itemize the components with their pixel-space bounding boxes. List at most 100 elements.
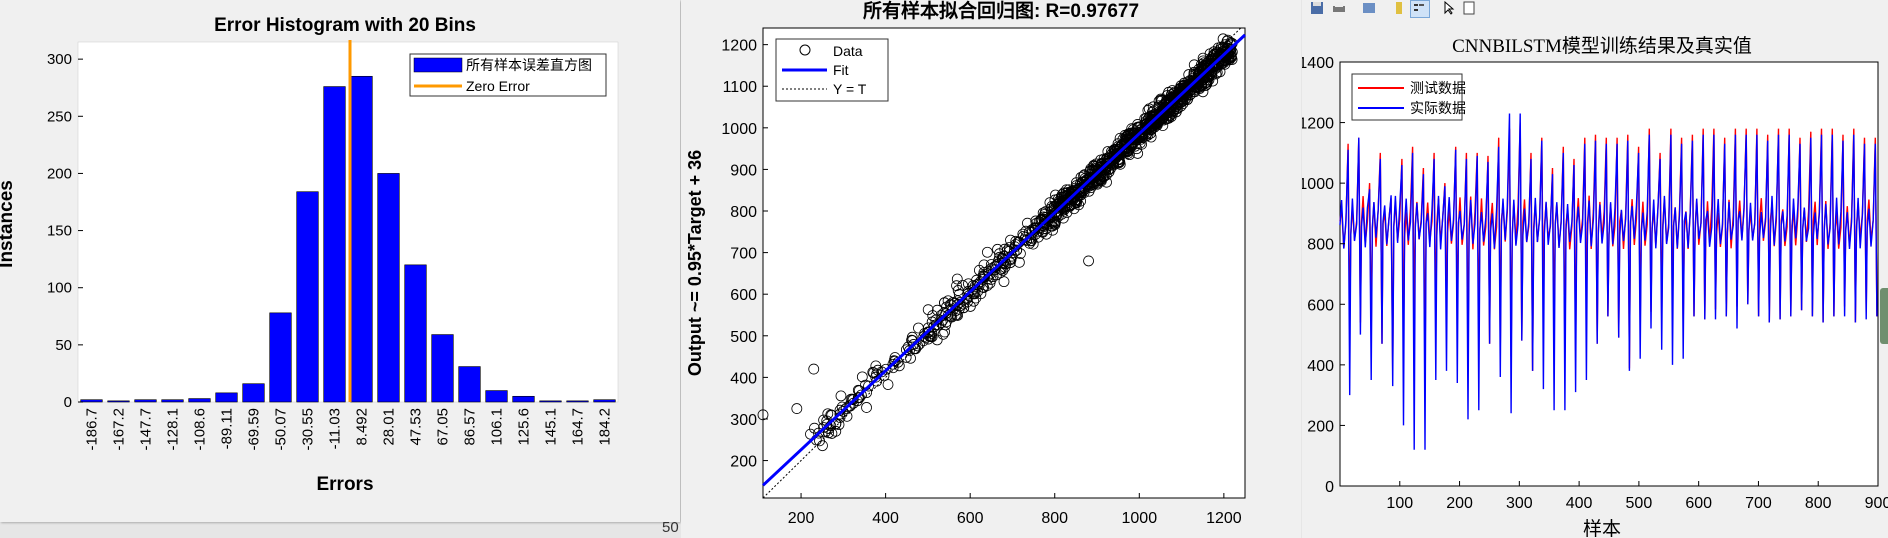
legend-test-label: 测试数据 [1410, 81, 1466, 97]
data-point [951, 280, 962, 292]
regression-y-tick: 1000 [721, 121, 757, 138]
link-icon[interactable] [1360, 0, 1380, 18]
histogram-bar [566, 400, 589, 403]
insert-legend-icon[interactable] [1460, 0, 1480, 18]
timeseries-y-tick: 400 [1307, 358, 1334, 375]
timeseries-x-tick: 300 [1506, 495, 1533, 512]
data-point [1030, 215, 1042, 227]
timeseries-window: CNNBILSTM模型训练结果及真实值 0 200 400 600 800 1000 120… [1302, 0, 1888, 538]
data-point [871, 375, 883, 387]
data-point [1089, 169, 1101, 181]
timeseries-y-tick: 1200 [1302, 116, 1334, 133]
regression-y-tick: 500 [730, 329, 757, 346]
histogram-bar [107, 400, 130, 403]
data-point [1220, 54, 1232, 66]
legend-data-marker [799, 44, 811, 56]
fit-line [761, 33, 1247, 487]
timeseries-x-tick: 900 [1865, 495, 1888, 512]
data-point [856, 371, 868, 383]
histogram-x-tick: -167.2 [111, 408, 128, 451]
histogram-x-tick: 106.1 [489, 408, 506, 446]
timeseries-legend: 测试数据 实际数据 [1351, 73, 1466, 121]
regression-y-tick: 200 [730, 454, 757, 471]
histogram-bar [377, 173, 400, 403]
data-point [880, 363, 892, 375]
regression-chart: 所有样本拟合回归图: R=0.97677 200 300 400 500 600 700 8… [685, 0, 1247, 527]
data-point [957, 279, 969, 291]
data-point [900, 344, 912, 356]
data-point [953, 303, 965, 315]
data-point [834, 408, 846, 420]
histogram-bar [134, 399, 157, 403]
histogram-x-tick: -128.1 [165, 408, 182, 451]
pointer-icon[interactable] [1440, 0, 1460, 18]
histogram-x-tick: 28.01 [381, 408, 398, 446]
colorbar-icon[interactable] [1390, 0, 1410, 18]
data-point [1201, 76, 1213, 88]
data-point [928, 321, 940, 333]
histogram-y-label: Instances [0, 180, 17, 268]
timeseries-y-tick: 600 [1307, 297, 1334, 314]
histogram-x-tick: 8.492 [354, 408, 371, 446]
data-point [808, 363, 820, 375]
histogram-bar [593, 399, 616, 403]
regression-y-tick: 600 [730, 287, 757, 304]
histogram-bar [188, 398, 211, 403]
data-point [1203, 63, 1214, 75]
histogram-x-tick: -30.55 [300, 408, 317, 451]
data-point [1008, 247, 1020, 258]
histogram-x-tick: -11.03 [327, 408, 344, 449]
histogram-title: Error Histogram with 20 Bins [214, 15, 476, 36]
print-icon[interactable] [1330, 0, 1350, 18]
histogram-bar [485, 390, 508, 403]
histogram-x-tick: -147.7 [138, 408, 155, 451]
data-point [1083, 255, 1094, 267]
data-point [1153, 95, 1165, 107]
save-icon[interactable] [1308, 0, 1328, 18]
legend-fit-label: Fit [833, 62, 849, 78]
timeseries-x-tick: 100 [1386, 495, 1413, 512]
histogram-chart: Error Histogram with 20 Bins 0 50 100 150 20… [0, 15, 619, 495]
data-point [1147, 105, 1159, 117]
histogram-bar [296, 191, 319, 403]
histogram-x-tick: 184.2 [597, 408, 614, 446]
data-point [867, 366, 879, 378]
histogram-x-label: Errors [316, 474, 373, 495]
data-point [791, 403, 803, 414]
scrollbar-thumb[interactable] [1880, 288, 1888, 344]
data-point [951, 273, 963, 285]
legend-icon[interactable] [1410, 0, 1430, 18]
data-point [1053, 201, 1065, 213]
data-point [1049, 207, 1061, 219]
legend-bar-swatch [413, 57, 463, 73]
histogram-y-tick: 300 [47, 51, 72, 68]
timeseries-x-tick: 600 [1685, 495, 1712, 512]
data-point [1196, 80, 1208, 92]
data-point [990, 261, 1002, 273]
histogram-bar [404, 264, 427, 403]
timeseries-y-tick: 800 [1307, 237, 1334, 254]
data-point [1195, 70, 1207, 81]
histogram-y-tick: 250 [47, 108, 72, 125]
legend-zero-label: Zero Error [466, 78, 530, 94]
histogram-bar [80, 399, 103, 403]
regression-y-tick: 900 [730, 162, 757, 179]
histogram-x-tick: 47.53 [408, 408, 425, 446]
data-point [939, 297, 950, 309]
data-point [1015, 248, 1026, 260]
data-point [1165, 111, 1177, 123]
data-point [814, 435, 825, 447]
regression-y-label: Output ~= 0.95*Target + 36 [685, 150, 705, 376]
histogram-x-tick: 67.05 [435, 408, 452, 446]
data-point [994, 267, 1006, 279]
data-point [922, 304, 934, 316]
regression-y-tick: 300 [730, 412, 757, 429]
regression-y-tick: 1100 [723, 79, 758, 96]
histogram-bar [161, 399, 184, 403]
histogram-x-tick: -108.6 [192, 408, 209, 451]
data-point [1061, 194, 1073, 206]
histogram-bar [323, 86, 346, 403]
timeseries-y-tick: 0 [1325, 479, 1334, 496]
background-fragment-text: 50 [662, 519, 679, 536]
data-point [1021, 234, 1033, 246]
